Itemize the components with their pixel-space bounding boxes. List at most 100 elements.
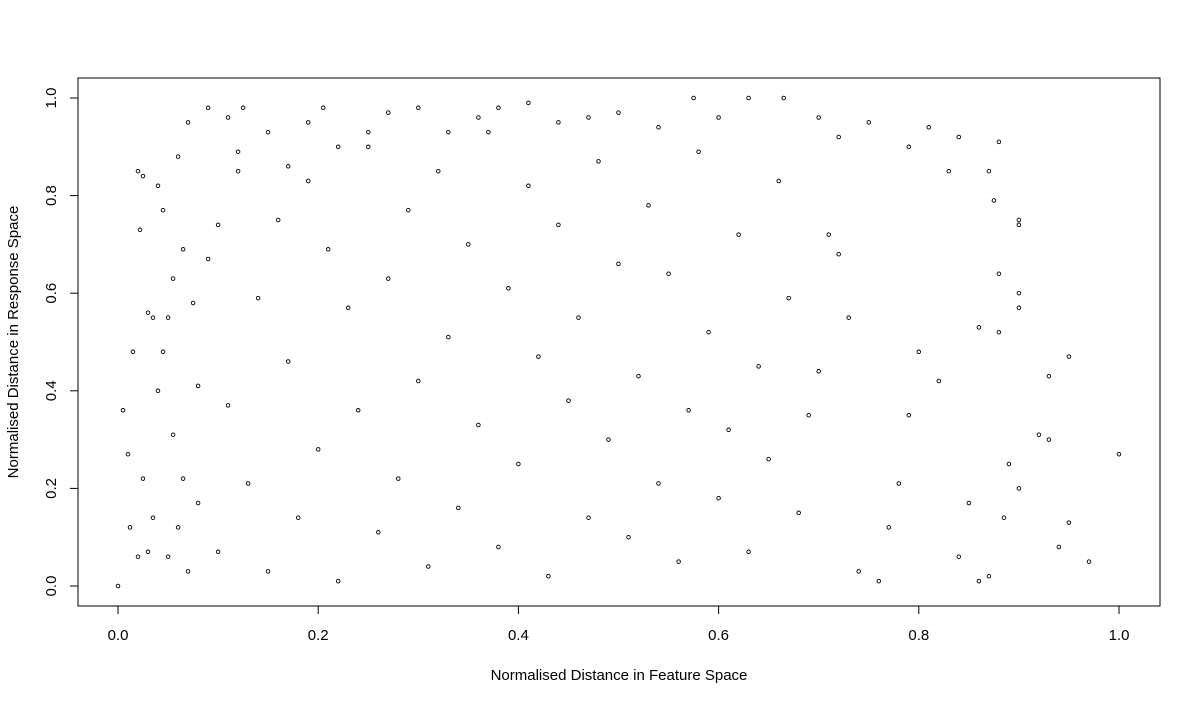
data-point bbox=[846, 315, 851, 320]
data-point bbox=[506, 286, 511, 291]
data-point bbox=[766, 456, 771, 462]
data-point bbox=[666, 271, 671, 276]
y-tick-label: 0.0 bbox=[43, 576, 60, 597]
data-point bbox=[676, 559, 681, 564]
data-point bbox=[135, 554, 141, 559]
data-point bbox=[155, 183, 161, 189]
data-point bbox=[165, 554, 171, 559]
data-point bbox=[756, 364, 761, 369]
data-point bbox=[150, 315, 156, 320]
data-point bbox=[991, 198, 997, 203]
data-point bbox=[976, 578, 982, 584]
y-tick-label: 0.2 bbox=[43, 478, 60, 499]
data-point bbox=[1066, 354, 1072, 359]
data-point bbox=[386, 276, 391, 281]
data-point bbox=[355, 408, 361, 413]
data-point bbox=[160, 207, 166, 213]
data-point bbox=[696, 149, 701, 154]
plot-border bbox=[77, 77, 1161, 607]
data-point bbox=[466, 242, 471, 247]
data-point bbox=[691, 95, 696, 101]
data-point bbox=[616, 261, 621, 267]
data-point bbox=[1066, 520, 1072, 525]
data-point bbox=[175, 525, 181, 530]
data-point bbox=[906, 144, 912, 150]
data-point bbox=[486, 129, 491, 135]
data-point bbox=[706, 329, 711, 335]
data-point bbox=[130, 349, 136, 355]
data-point bbox=[366, 129, 371, 135]
data-point bbox=[796, 510, 801, 516]
data-point bbox=[366, 144, 371, 150]
data-point bbox=[150, 515, 156, 520]
data-point bbox=[386, 110, 391, 115]
data-point bbox=[295, 515, 301, 520]
data-point bbox=[716, 495, 721, 501]
x-tick-label: 0.4 bbox=[508, 627, 529, 644]
data-point bbox=[916, 349, 922, 355]
data-point bbox=[806, 412, 811, 418]
data-point bbox=[496, 105, 501, 111]
data-point bbox=[320, 105, 326, 111]
data-point bbox=[265, 129, 271, 135]
data-point bbox=[866, 120, 872, 125]
data-point bbox=[556, 222, 561, 228]
data-point bbox=[1086, 559, 1092, 564]
data-point bbox=[1016, 217, 1022, 223]
data-point bbox=[816, 369, 821, 374]
data-point bbox=[926, 125, 932, 130]
data-point bbox=[235, 149, 241, 154]
data-point bbox=[285, 164, 291, 169]
data-point bbox=[1006, 461, 1012, 467]
data-point bbox=[325, 247, 331, 252]
data-point bbox=[1016, 486, 1022, 491]
data-point bbox=[1046, 373, 1052, 379]
data-point bbox=[726, 427, 731, 433]
points-layer bbox=[115, 95, 1122, 589]
data-point bbox=[1016, 305, 1022, 311]
data-point bbox=[205, 105, 211, 111]
data-point bbox=[1046, 437, 1052, 442]
data-point bbox=[165, 315, 171, 320]
data-point bbox=[225, 115, 231, 120]
data-point bbox=[826, 232, 831, 237]
data-point bbox=[446, 129, 451, 135]
data-point bbox=[716, 115, 721, 120]
data-point bbox=[836, 134, 841, 140]
data-point bbox=[526, 100, 531, 106]
data-point bbox=[686, 408, 691, 413]
data-point bbox=[1016, 222, 1022, 228]
data-point bbox=[996, 329, 1002, 335]
data-point bbox=[966, 500, 972, 506]
data-point bbox=[305, 120, 311, 125]
data-point bbox=[376, 530, 381, 535]
data-point bbox=[836, 251, 841, 257]
data-point bbox=[856, 569, 861, 574]
data-point bbox=[496, 544, 501, 550]
y-tick-label: 1.0 bbox=[43, 88, 60, 109]
data-point bbox=[160, 349, 166, 355]
data-point bbox=[180, 247, 186, 252]
data-point bbox=[125, 451, 131, 457]
data-point bbox=[996, 139, 1002, 145]
data-point bbox=[145, 310, 151, 315]
data-point bbox=[656, 125, 661, 130]
data-point bbox=[170, 432, 176, 437]
data-point bbox=[956, 554, 962, 559]
data-point bbox=[936, 378, 942, 384]
data-point bbox=[906, 412, 912, 418]
data-point bbox=[456, 505, 461, 511]
data-point bbox=[886, 525, 892, 530]
data-point bbox=[416, 378, 421, 384]
data-point bbox=[285, 359, 291, 364]
data-point bbox=[956, 134, 962, 140]
data-point bbox=[396, 476, 401, 481]
data-point bbox=[115, 583, 121, 589]
data-point bbox=[646, 203, 651, 208]
data-point bbox=[576, 315, 581, 320]
data-point bbox=[120, 408, 126, 413]
data-point bbox=[816, 115, 821, 120]
data-point bbox=[736, 232, 741, 237]
data-point bbox=[205, 256, 211, 262]
